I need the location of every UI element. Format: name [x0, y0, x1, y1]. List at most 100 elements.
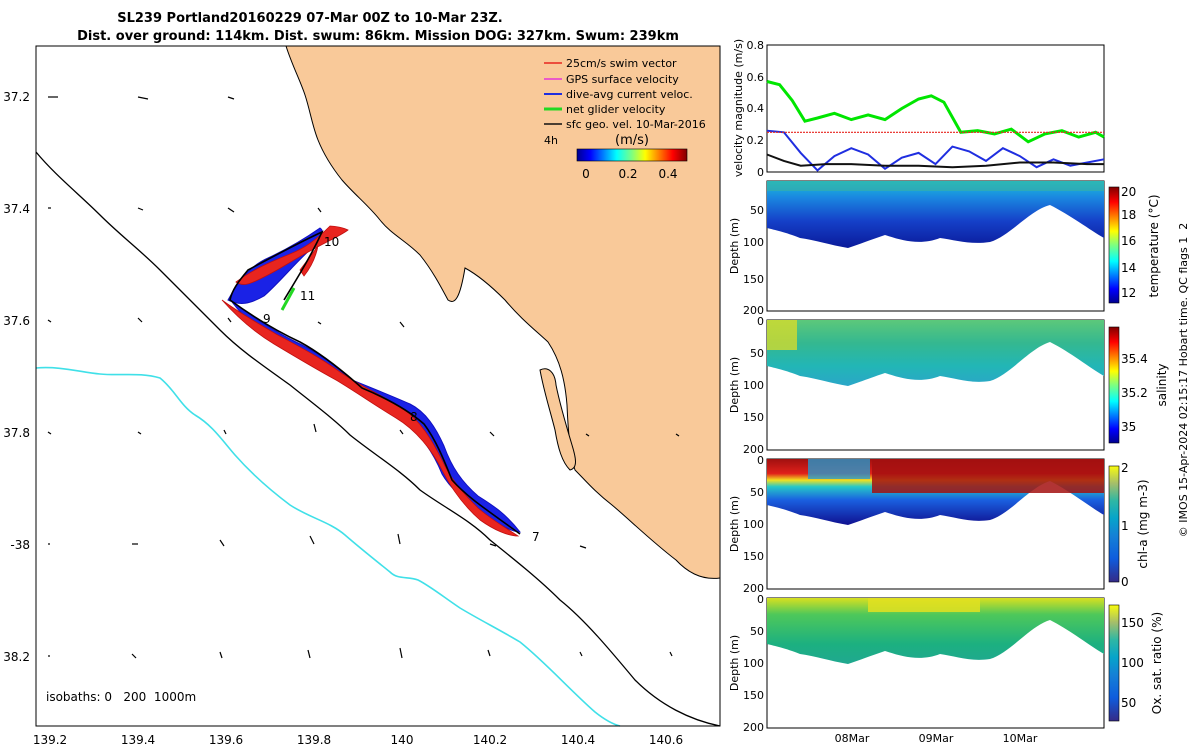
- day-marker-7: 7: [532, 530, 540, 544]
- map-panel: 7 8 9 10 11 37.2 37.4 37.6 37.8 -38 38.2…: [3, 45, 721, 747]
- coastline: [285, 45, 721, 579]
- temperature-panel: Depth (m) 50 100 150 200 20 18 16 14 12 …: [728, 180, 1161, 317]
- lon-tick: 139.2: [33, 733, 67, 747]
- sal-surface-patch: [767, 320, 797, 350]
- colorbar-tick: 0: [582, 167, 590, 181]
- temp-yticks: 50 100 150 200: [743, 204, 764, 317]
- chl-high-block: [872, 459, 1104, 493]
- legend-item: dive-avg current veloc.: [566, 88, 693, 101]
- temp-ylabel: Depth (m): [728, 218, 741, 274]
- day-marker-11: 11: [300, 289, 315, 303]
- velocity-series-line: [766, 153, 1104, 169]
- depth-tick: 150: [743, 550, 764, 563]
- cb-tick: 35: [1121, 420, 1136, 434]
- cb-tick: 0: [1121, 575, 1129, 589]
- chl-yticks: 0 50 100 150 200: [743, 454, 764, 595]
- map-lat-ticks: 37.2 37.4 37.6 37.8 -38 38.2: [3, 90, 30, 664]
- date-tick: 08Mar: [835, 732, 870, 745]
- chl-colorbar-label: chl-a (mg m-3): [1136, 479, 1150, 568]
- land: [286, 46, 720, 579]
- depth-tick: 150: [743, 273, 764, 286]
- velocity-yticks: 0 0.2 0.4 0.6 0.8: [747, 39, 765, 179]
- depth-tick: 50: [750, 347, 764, 360]
- temperature-section: [767, 181, 1104, 248]
- colorbar-tick: 0.4: [658, 167, 677, 181]
- day-markers: 7 8 9 10 11: [263, 235, 540, 544]
- chl-ylabel: Depth (m): [728, 496, 741, 552]
- velocity-ylabel: velocity magnitude (m/s): [732, 39, 745, 177]
- depth-tick: 100: [743, 518, 764, 531]
- map-frame: [35, 45, 721, 727]
- lon-tick: 140: [391, 733, 414, 747]
- legend-item: GPS surface velocity: [566, 73, 679, 86]
- lon-tick: 139.6: [209, 733, 243, 747]
- lat-tick: -38: [10, 538, 30, 552]
- sal-colorbar-ticks: 35.4 35.2 35: [1121, 352, 1148, 434]
- oxygen-section: [767, 598, 1104, 664]
- depth-tick: 100: [743, 657, 764, 670]
- temp-colorbar: [1108, 186, 1120, 304]
- velocity-panel: velocity magnitude (m/s) 0 0.2 0.4 0.6 0…: [732, 39, 1105, 179]
- depth-tick: 50: [750, 204, 764, 217]
- depth-tick: 100: [743, 379, 764, 392]
- cb-tick: 20: [1121, 185, 1136, 199]
- colorbar-tick: 0.2: [618, 167, 637, 181]
- glider-track: [229, 230, 521, 535]
- chl-colorbar: [1108, 465, 1120, 583]
- cb-tick: 150: [1121, 616, 1144, 630]
- cb-tick: 18: [1121, 208, 1136, 222]
- isobath-200: [35, 151, 721, 727]
- depth-tick: 0: [757, 593, 764, 606]
- legend-item: net glider velocity: [566, 103, 666, 116]
- cb-tick: 16: [1121, 234, 1136, 248]
- depth-tick: 0: [757, 454, 764, 467]
- colorbar-title: (m/s): [615, 133, 649, 148]
- date-tick: 10Mar: [1003, 732, 1038, 745]
- date-tick: 09Mar: [919, 732, 954, 745]
- vel-ytick: 0: [757, 166, 764, 179]
- chl-low-window: [808, 459, 870, 479]
- isobaths-label: isobaths: 0 200 1000m: [46, 690, 196, 704]
- ox-colorbar: [1108, 604, 1120, 722]
- island: [539, 368, 576, 471]
- vel-ytick: 0.4: [747, 102, 765, 115]
- title-line1: SL239 Portland20160229 07-Mar 00Z to 10-…: [117, 11, 503, 26]
- depth-tick: 200: [743, 443, 764, 456]
- cb-tick: 12: [1121, 286, 1136, 300]
- lat-tick: 38.2: [3, 650, 30, 664]
- depth-tick: 50: [750, 625, 764, 638]
- day-marker-8: 8: [410, 410, 418, 424]
- depth-tick: 150: [743, 689, 764, 702]
- legend-item: 25cm/s swim vector: [566, 57, 677, 70]
- cb-tick: 35.4: [1121, 352, 1148, 366]
- velocity-colorbar: [576, 148, 688, 162]
- salinity-panel: Depth (m) 0 50 100 150 200 35.4 35.2 35 …: [728, 315, 1169, 456]
- depth-tick: 0: [757, 315, 764, 328]
- cb-tick: 100: [1121, 656, 1144, 670]
- cb-tick: 14: [1121, 261, 1136, 275]
- depth-tick: 150: [743, 411, 764, 424]
- lat-tick: 37.8: [3, 426, 30, 440]
- cb-tick: 50: [1121, 696, 1136, 710]
- map-lon-ticks: 139.2 139.4 139.6 139.8 140 140.2 140.4 …: [33, 733, 683, 747]
- lat-tick: 37.6: [3, 314, 30, 328]
- ox-ylabel: Depth (m): [728, 635, 741, 691]
- vel-ytick: 0.8: [747, 39, 765, 52]
- day-marker-9: 9: [263, 312, 271, 326]
- sal-ylabel: Depth (m): [728, 357, 741, 413]
- day-marker-10: 10: [324, 235, 339, 249]
- ox-colorbar-label: Ox. sat. ratio (%): [1150, 612, 1164, 714]
- chl-colorbar-ticks: 2 1 0: [1121, 461, 1129, 589]
- sal-colorbar-label: salinity: [1155, 363, 1169, 406]
- ox-surface-yellow: [868, 598, 980, 612]
- oxygen-panel: Depth (m) 0 50 100 150 200 150 100 50 Ox…: [728, 593, 1164, 745]
- lon-tick: 140.2: [473, 733, 507, 747]
- lon-tick: 139.8: [297, 733, 331, 747]
- lat-tick: 37.4: [3, 202, 30, 216]
- isobath-1000: [35, 366, 621, 727]
- legend-interval: 4h: [544, 134, 558, 147]
- chla-panel: Depth (m) 0 50 100 150 200 2 1 0 chl-a (…: [728, 454, 1150, 595]
- sal-colorbar: [1108, 326, 1120, 444]
- footer-credit: © IMOS 15-Apr-2024 02:15:17 Hobart time.…: [1177, 223, 1190, 537]
